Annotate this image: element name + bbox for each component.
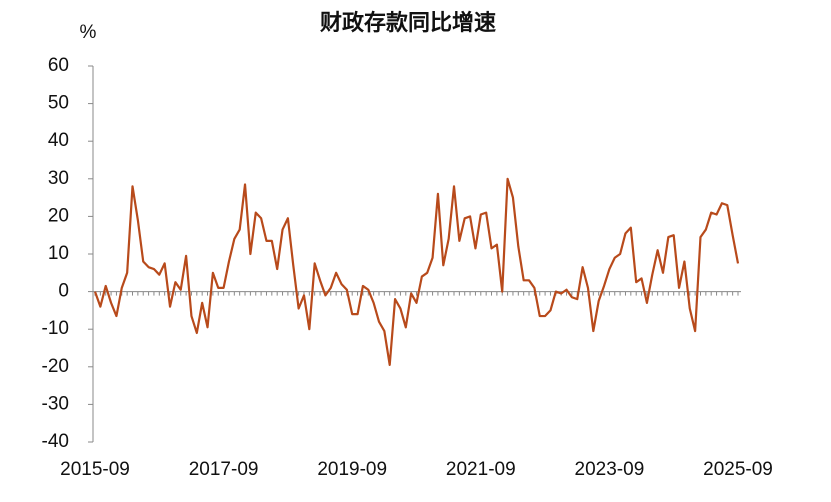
y-tick-label: 40 (48, 130, 69, 151)
y-tick-label: 30 (48, 168, 69, 189)
x-tick-label: 2021-09 (446, 459, 516, 480)
y-tick-label: -40 (42, 431, 69, 452)
x-tick-label: 2019-09 (317, 459, 387, 480)
y-tick-label: 10 (48, 243, 69, 264)
x-tick-label: 2015-09 (60, 459, 130, 480)
y-tick-label: 50 (48, 93, 69, 114)
chart-title: 财政存款同比增速 (320, 10, 496, 35)
y-axis-label: % (80, 22, 97, 43)
y-tick-label: 60 (48, 55, 69, 76)
y-tick-label: 20 (48, 205, 69, 226)
x-tick-label: 2023-09 (575, 459, 645, 480)
y-tick-label: -30 (42, 393, 69, 414)
data-line (93, 177, 740, 367)
x-tick-label: 2025-09 (703, 459, 773, 480)
x-tick-label: 2017-09 (189, 459, 259, 480)
y-tick-label: -20 (42, 356, 69, 377)
y-tick-label: 0 (58, 281, 69, 302)
y-tick-label: -10 (42, 318, 69, 339)
